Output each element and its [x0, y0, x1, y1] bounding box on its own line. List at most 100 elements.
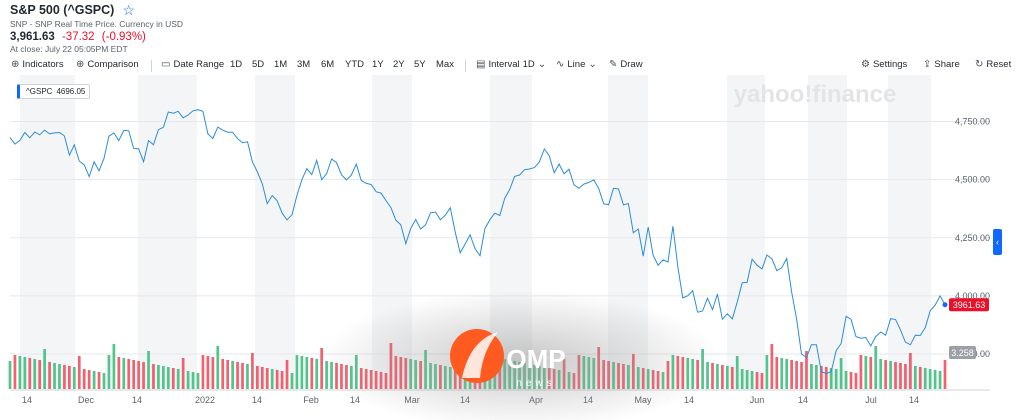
- star-icon[interactable]: ☆: [122, 2, 135, 18]
- settings-button[interactable]: ⚙ Settings: [861, 59, 908, 70]
- volume-bar: [82, 369, 86, 389]
- volume-bar: [171, 368, 175, 389]
- volume-bar: [899, 363, 902, 389]
- range-1d[interactable]: 1D: [230, 59, 243, 70]
- share-button[interactable]: ⇪ Share: [923, 59, 960, 70]
- volume-bar: [854, 373, 858, 389]
- volume-bar: [295, 355, 299, 389]
- x-tick-label: 14: [909, 395, 919, 405]
- volume-bar: [755, 372, 759, 389]
- volume-bar: [943, 360, 947, 389]
- volume-bar: [275, 370, 279, 389]
- volume-bar: [246, 364, 249, 389]
- comparison-button[interactable]: ⊕ Comparison: [76, 59, 139, 70]
- volume-bar: [740, 369, 744, 389]
- volume-bar: [913, 366, 917, 389]
- volume-bar: [147, 351, 150, 389]
- volume-bar: [315, 359, 319, 389]
- symbol-chip[interactable]: ^GSPC 4696.05: [17, 84, 91, 99]
- volume-bar: [290, 373, 294, 389]
- price-line: [9, 109, 946, 375]
- volume-bar: [186, 371, 190, 389]
- volume-bar: [839, 358, 843, 389]
- quote-source: SNP - SNP Real Time Price. Currency in U…: [10, 19, 184, 29]
- volume-bar: [142, 362, 145, 389]
- chevron-down-icon: ⌄: [537, 59, 547, 70]
- quote-price-row: 3,961.63 -37.32 (-0.93%): [10, 31, 183, 43]
- volume-bar: [48, 362, 51, 389]
- volume-bar: [256, 366, 259, 389]
- volume-bar: [68, 366, 71, 389]
- volume-bar: [241, 363, 244, 389]
- volume-bar: [305, 357, 309, 389]
- shaded-band: [255, 75, 295, 390]
- range-5y[interactable]: 5Y: [414, 59, 426, 70]
- volume-bar: [33, 359, 37, 389]
- x-tick-label: Jul: [865, 395, 877, 405]
- volume-bar: [58, 364, 61, 389]
- volume-bar: [77, 356, 81, 389]
- volume-bar: [18, 356, 22, 389]
- interval-dropdown[interactable]: ▤ Interval 1D ⌄: [476, 59, 547, 70]
- volume-bar: [285, 360, 289, 389]
- interval-icon: ▤: [476, 59, 486, 70]
- volume-bar: [176, 369, 180, 389]
- range-5d[interactable]: 5D: [252, 59, 265, 70]
- close-time: At close: July 22 05:05PM EDT: [10, 44, 128, 54]
- volume-bar: [780, 358, 784, 389]
- volume-label: 3.258: [951, 348, 974, 358]
- range-1y[interactable]: 1Y: [372, 59, 384, 70]
- volume-bar: [112, 344, 116, 389]
- volume-bar: [819, 366, 823, 389]
- volume-bar: [23, 357, 27, 389]
- shaded-band: [888, 75, 931, 390]
- volume-bar: [226, 360, 230, 389]
- volume-bar: [745, 370, 749, 389]
- range-ytd[interactable]: YTD: [345, 59, 364, 70]
- chart-toolbar: ⊕ Indicators ⊕ Comparison ▭ Date Range 1D 5…: [0, 57, 1024, 75]
- volume-bar: [874, 346, 878, 389]
- omp-news-logo: OMP news: [450, 329, 566, 389]
- range-max[interactable]: Max: [436, 59, 454, 70]
- toolbar-divider: [465, 60, 466, 72]
- volume-bar: [260, 367, 264, 389]
- volume-bar: [879, 359, 883, 389]
- volume-bar: [280, 371, 284, 389]
- x-tick-label: 14: [798, 395, 808, 405]
- range-2y[interactable]: 2Y: [393, 59, 405, 70]
- quote-change: -37.32: [61, 31, 95, 43]
- volume-bar: [157, 365, 160, 389]
- volume-bar: [716, 364, 719, 389]
- date-range-button[interactable]: ▭ Date Range: [161, 59, 225, 70]
- volume-bar: [849, 372, 853, 389]
- shaded-band: [808, 75, 847, 390]
- volume-bar: [92, 371, 96, 389]
- y-tick-label: 4,250.00: [955, 233, 990, 243]
- y-tick-label: 4,000.00: [955, 291, 990, 301]
- quote-title: S&P 500 (^GSPC): [10, 3, 115, 17]
- volume-bar: [236, 362, 239, 389]
- x-tick-label: Jun: [750, 395, 765, 405]
- line-type-dropdown[interactable]: ∿ Line ⌄: [556, 59, 597, 70]
- indicators-button[interactable]: ⊕ Indicators: [11, 59, 64, 70]
- volume-bar: [137, 361, 140, 389]
- range-6m[interactable]: 6M: [321, 59, 335, 70]
- range-3m[interactable]: 3M: [297, 59, 311, 70]
- x-tick-label: 2022: [195, 395, 215, 405]
- last-price-label: 3961.63: [953, 300, 986, 310]
- last-price-badge: [949, 298, 989, 312]
- reset-button[interactable]: ↻ Reset: [975, 59, 1012, 70]
- chevron-left-icon[interactable]: ‹: [993, 229, 1002, 255]
- volume-bar: [87, 370, 91, 389]
- draw-button[interactable]: ✎ Draw: [609, 59, 643, 70]
- shaded-band: [138, 75, 197, 390]
- quote-change-pct: (-0.93%): [101, 31, 146, 43]
- volume-bar: [909, 353, 912, 389]
- volume-bar: [38, 360, 42, 389]
- range-1m[interactable]: 1M: [274, 59, 288, 70]
- x-tick-label: 14: [132, 395, 142, 405]
- chip-value: 4696.05: [56, 87, 86, 96]
- volume-bar: [800, 362, 803, 389]
- yahoo-finance-watermark: yahoo!finance: [734, 81, 897, 108]
